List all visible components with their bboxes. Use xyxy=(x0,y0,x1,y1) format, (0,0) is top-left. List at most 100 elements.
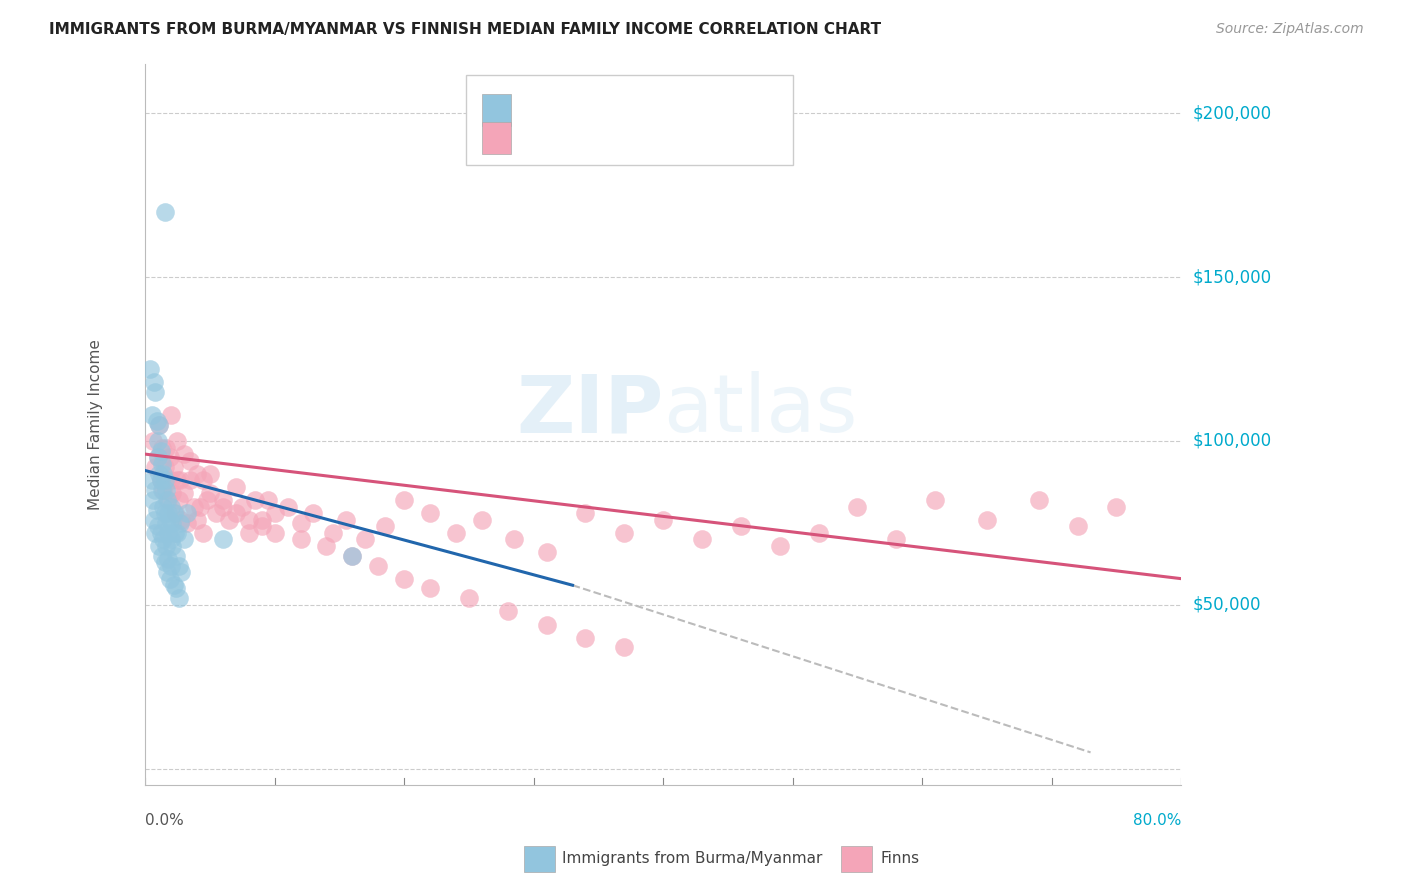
Point xyxy=(157,525,180,540)
Text: $150,000: $150,000 xyxy=(1192,268,1271,286)
Point xyxy=(167,558,190,573)
Point xyxy=(145,503,167,517)
Point xyxy=(1066,519,1088,533)
Point xyxy=(183,500,205,514)
Text: $50,000: $50,000 xyxy=(1192,596,1261,614)
Point xyxy=(471,513,494,527)
Point xyxy=(159,450,181,465)
Point xyxy=(444,525,467,540)
Point xyxy=(153,204,176,219)
Point xyxy=(186,513,208,527)
Point xyxy=(503,533,526,547)
Text: Immigrants from Burma/Myanmar: Immigrants from Burma/Myanmar xyxy=(562,852,823,866)
Point xyxy=(167,493,190,508)
Point xyxy=(225,480,247,494)
Point xyxy=(153,460,176,475)
Point xyxy=(195,493,218,508)
Point xyxy=(160,500,183,514)
Point xyxy=(162,539,184,553)
Point xyxy=(160,533,183,547)
Text: Finns: Finns xyxy=(880,852,920,866)
Point xyxy=(155,539,177,553)
Point xyxy=(143,375,166,389)
Point xyxy=(141,408,163,422)
Point xyxy=(153,555,176,569)
Point xyxy=(613,640,636,655)
Point xyxy=(153,506,176,520)
Point xyxy=(176,506,198,520)
Point xyxy=(924,493,946,508)
Point xyxy=(574,506,596,520)
Point xyxy=(211,500,233,514)
Point xyxy=(160,558,183,573)
Point xyxy=(148,417,170,432)
Point xyxy=(141,473,163,487)
Point xyxy=(652,513,675,527)
Point xyxy=(152,533,174,547)
Point xyxy=(142,493,165,508)
Point xyxy=(157,552,180,566)
Point xyxy=(496,604,519,618)
Point xyxy=(148,539,170,553)
Text: Source: ZipAtlas.com: Source: ZipAtlas.com xyxy=(1216,22,1364,37)
Point xyxy=(157,506,180,520)
Point xyxy=(149,443,172,458)
Point xyxy=(322,525,344,540)
Point xyxy=(193,473,215,487)
Point xyxy=(1105,500,1128,514)
Text: 80.0%: 80.0% xyxy=(1133,813,1181,828)
Point xyxy=(290,533,312,547)
Point xyxy=(250,519,273,533)
Point xyxy=(290,516,312,530)
Point xyxy=(150,457,173,471)
Text: $200,000: $200,000 xyxy=(1192,104,1271,122)
Point xyxy=(152,483,174,498)
Point xyxy=(302,506,325,520)
Point xyxy=(149,473,172,487)
Point xyxy=(166,434,188,448)
Point xyxy=(536,617,558,632)
Text: IMMIGRANTS FROM BURMA/MYANMAR VS FINNISH MEDIAN FAMILY INCOME CORRELATION CHART: IMMIGRANTS FROM BURMA/MYANMAR VS FINNISH… xyxy=(49,22,882,37)
Point xyxy=(176,516,198,530)
Point xyxy=(163,525,186,540)
Point xyxy=(257,493,280,508)
Text: atlas: atlas xyxy=(664,371,858,450)
Point xyxy=(149,525,172,540)
Point xyxy=(155,483,177,498)
Text: ZIP: ZIP xyxy=(516,371,664,450)
Point xyxy=(574,631,596,645)
Text: N = 60: N = 60 xyxy=(672,101,740,119)
Point xyxy=(807,525,830,540)
Point xyxy=(145,483,167,498)
Point xyxy=(211,533,233,547)
Point xyxy=(211,493,233,508)
Point xyxy=(146,519,169,533)
Point xyxy=(188,500,211,514)
Point xyxy=(179,473,201,487)
Point xyxy=(769,539,792,553)
Point xyxy=(173,533,195,547)
Point xyxy=(238,513,260,527)
Point xyxy=(198,467,221,481)
Point xyxy=(165,582,187,596)
FancyBboxPatch shape xyxy=(467,75,793,165)
Point xyxy=(157,493,180,508)
Point xyxy=(146,450,169,465)
Point xyxy=(165,549,187,563)
Point xyxy=(205,506,228,520)
Point xyxy=(156,565,179,579)
Point xyxy=(166,473,188,487)
Point xyxy=(169,473,191,487)
Point xyxy=(160,408,183,422)
Point xyxy=(277,500,299,514)
Point xyxy=(173,447,195,461)
Point xyxy=(156,493,179,508)
Point xyxy=(146,434,169,448)
Point xyxy=(160,473,183,487)
Point xyxy=(155,516,177,530)
FancyBboxPatch shape xyxy=(482,122,510,154)
Point xyxy=(419,506,441,520)
Point xyxy=(143,513,166,527)
Point xyxy=(245,493,267,508)
Point xyxy=(159,513,181,527)
